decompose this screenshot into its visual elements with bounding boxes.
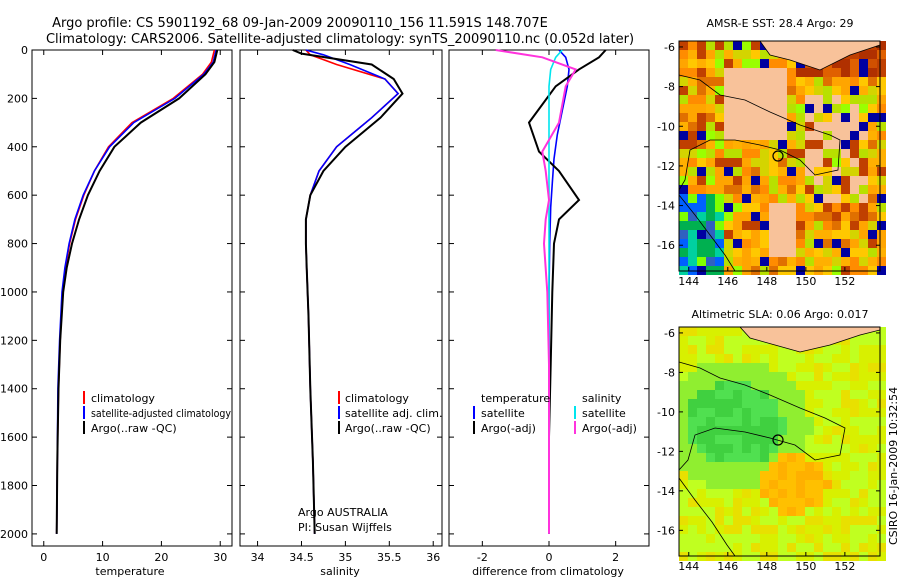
curves-layer (55, 49, 607, 534)
difference-series-1 (527, 49, 607, 534)
map1-xtick-label-4: 152 (834, 560, 855, 573)
title-line-2: Climatology: CARS2006. Satellite-adjuste… (46, 32, 634, 47)
salinity-xtick-label-2: 35 (338, 551, 352, 564)
temperature-axes (31, 49, 233, 547)
salinity-series-0 (305, 49, 400, 534)
map0-ytick-label-0: -6 (664, 41, 675, 54)
sla-argo-marker (772, 434, 784, 446)
map1-ytick-label-0: -6 (664, 327, 675, 340)
map1-xtick-label-0: 144 (678, 560, 699, 573)
side-timestamp: CSIRO 16-Jan-2009 10:32:54 (887, 387, 900, 545)
temperature-legend-clim: climatology (91, 392, 155, 405)
map0-xtick-label-1: 146 (717, 275, 738, 288)
temperature-xtick-label-3: 30 (213, 551, 227, 564)
sst-argo-marker (772, 150, 784, 162)
temperature-xtick-label-1: 10 (96, 551, 110, 564)
temperature-series-2 (55, 49, 219, 534)
map1-ytick-label-2: -10 (657, 406, 675, 419)
title-line-1: Argo profile: CS 5901192_68 09-Jan-2009 … (52, 16, 548, 31)
map0-ytick-label-3: -12 (657, 160, 675, 173)
temperature-xtick-label-0: 0 (40, 551, 47, 564)
salinity-series-1 (305, 49, 400, 534)
salinity-legend: climatology satellite adj. clim. Argo(..… (338, 391, 442, 435)
ytick-label-3: 600 (7, 189, 28, 202)
diff-legend-temp-sat: satellite (481, 407, 525, 420)
map1-ytick-label-1: -8 (664, 366, 675, 379)
ytick-label-6: 1200 (0, 334, 28, 347)
ytick-label-4: 800 (7, 238, 28, 251)
difference-series-3 (495, 49, 578, 534)
salinity-xtick-label-1: 34.5 (289, 551, 314, 564)
salinity-xtick-label-4: 36 (426, 551, 440, 564)
salinity-legend-clim: climatology (345, 392, 409, 405)
map1-xtick-label-1: 146 (717, 560, 738, 573)
map0-ytick-label-2: -10 (657, 120, 675, 133)
sst-map-title: AMSR-E SST: 28.4 Argo: 29 (706, 17, 853, 30)
map1-ytick-label-5: -16 (657, 524, 675, 537)
salinity-xlabel: salinity (320, 565, 360, 578)
diff-legend-temp-head: temperature (481, 392, 550, 405)
difference-legend: temperature satellite Argo(-adj) salinit… (473, 392, 637, 435)
salinity-xtick-label-0: 34 (251, 551, 265, 564)
ticks-layer: 0 10 20 30020040060080010001200140016001800… (0, 44, 649, 564)
sla-map (678, 326, 886, 561)
diff-legend-sal-sat: satellite (582, 407, 626, 420)
ytick-label-2: 400 (7, 141, 28, 154)
temperature-legend-argo: Argo(..raw -QC) (91, 422, 177, 435)
temperature-xtick-label-2: 20 (154, 551, 168, 564)
temperature-series-0 (55, 49, 216, 534)
salinity-legend-argo: Argo(..raw -QC) (345, 422, 431, 435)
map1-xtick-label-2: 148 (756, 560, 777, 573)
ytick-label-5: 1000 (0, 286, 28, 299)
map0-ytick-label-5: -16 (657, 239, 675, 252)
ytick-label-9: 1800 (0, 480, 28, 493)
temperature-series-1 (55, 49, 217, 534)
ytick-label-0: 0 (21, 44, 28, 57)
ytick-label-10: 2000 (0, 528, 28, 541)
map1-ytick-label-3: -12 (657, 445, 675, 458)
map0-ytick-label-4: -14 (657, 200, 675, 213)
map0-xtick-label-0: 144 (678, 275, 699, 288)
difference-xlabel: difference from climatology (472, 565, 624, 578)
map1-xtick-label-3: 150 (795, 560, 816, 573)
map1-ytick-label-4: -14 (657, 485, 675, 498)
salinity-legend-sat: satellite adj. clim. (345, 407, 442, 420)
map0-xtick-label-2: 148 (756, 275, 777, 288)
temperature-xlabel: temperature (95, 565, 164, 578)
pi-label: PI: Susan Wijffels (298, 521, 392, 534)
difference-xtick-label-0: -2 (477, 551, 488, 564)
salinity-series-2 (292, 49, 404, 534)
salinity-xtick-label-3: 35.5 (377, 551, 402, 564)
difference-xtick-label-2: 2 (612, 551, 619, 564)
diff-legend-sal-head: salinity (582, 392, 622, 405)
ytick-label-8: 1600 (0, 431, 28, 444)
ytick-label-1: 200 (7, 92, 28, 105)
diff-legend-sal-argo: Argo(-adj) (582, 422, 637, 435)
map0-xtick-label-3: 150 (795, 275, 816, 288)
salinity-axes (239, 49, 443, 547)
sst-map (678, 40, 886, 275)
temperature-legend-sat: satellite-adjusted climatology (91, 407, 231, 420)
temperature-legend: climatology satellite-adjusted climatolo… (83, 391, 231, 435)
map0-xtick-label-4: 152 (834, 275, 855, 288)
ytick-label-7: 1400 (0, 383, 28, 396)
map0-ytick-label-1: -8 (664, 81, 675, 94)
argo-australia-label: Argo AUSTRALIA (298, 506, 388, 519)
diff-legend-temp-argo: Argo(-adj) (481, 422, 536, 435)
difference-xtick-label-1: 0 (546, 551, 553, 564)
map-ticks: 144 146 148 150 152 -6 -8 -10 -12 -14 -16 144 146 148… (657, 41, 880, 573)
sla-map-title: Altimetric SLA: 0.06 Argo: 0.017 (691, 308, 868, 321)
